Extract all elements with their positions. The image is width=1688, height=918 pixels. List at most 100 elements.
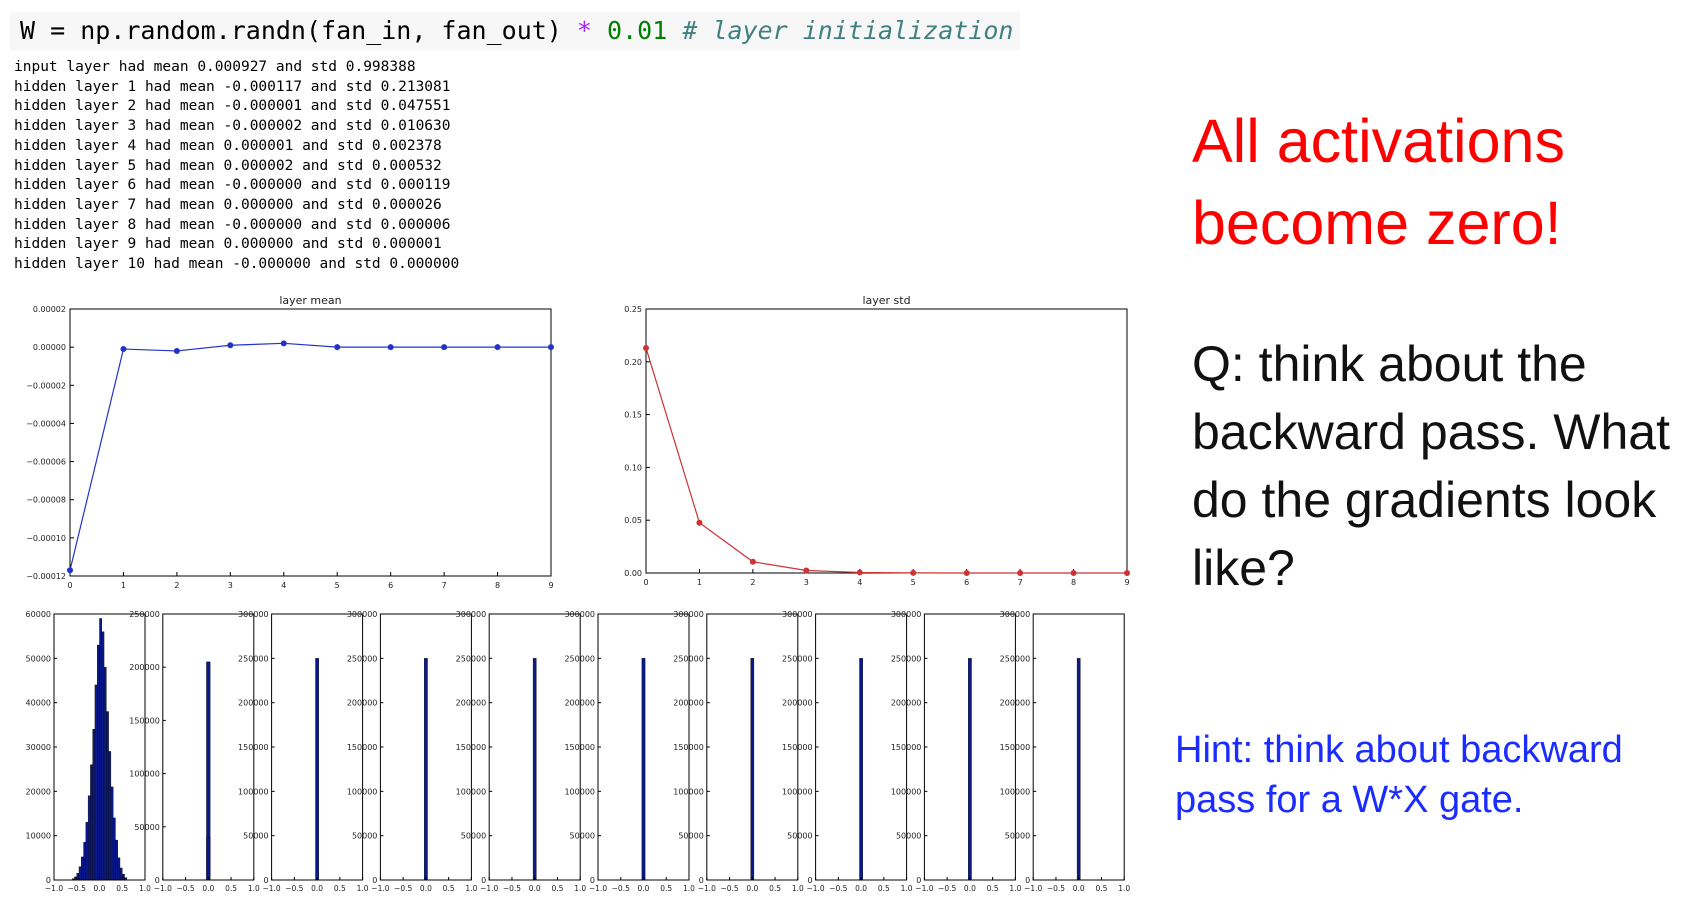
hist-1-xtick-label: −0.5 <box>68 884 86 893</box>
hist-8-ytick-label: 150000 <box>782 743 813 752</box>
hist-1-ytick-label: 50000 <box>26 654 51 663</box>
hist-6-xtick-label: 1.0 <box>683 884 695 893</box>
hist-9-ytick-label: 0 <box>916 876 921 885</box>
hist-7-ytick-label: 250000 <box>673 654 704 663</box>
hist-3-ytick-label: 200000 <box>238 699 269 708</box>
question-text: Q: think about the backward pass. What d… <box>1192 336 1670 596</box>
hist-1-ytick-label: 10000 <box>26 832 51 841</box>
hist-1-bar <box>78 866 82 881</box>
hist-3-xtick-label: 0.5 <box>334 884 346 893</box>
hist-3-xtick-label: 1.0 <box>357 884 369 893</box>
hist-1-ytick-label: 0 <box>46 876 51 885</box>
hist-2-ytick-label: 150000 <box>129 716 160 725</box>
mean-chart-point <box>494 344 501 351</box>
hist-8-xtick-label: −0.5 <box>829 884 847 893</box>
hist-7-ytick-label: 300000 <box>673 610 704 619</box>
mean-chart-ytick-label: −0.00010 <box>26 534 66 543</box>
hist-8-xtick-label: 0.0 <box>855 884 867 893</box>
hist-9-xtick-label: 0.0 <box>964 884 976 893</box>
mean-chart-ytick-label: −0.00006 <box>26 458 66 467</box>
hist-2-ytick-label: 50000 <box>134 823 159 832</box>
output-line: hidden layer 7 had mean 0.000000 and std… <box>14 196 442 213</box>
hist-1-xtick-label: 1.0 <box>139 884 151 893</box>
hist-8-ytick-label: 200000 <box>782 699 813 708</box>
hist-2-ytick-label: 100000 <box>129 770 160 779</box>
std-chart-ytick-label: 0.00 <box>624 569 642 578</box>
hist-4-ytick-label: 100000 <box>347 787 378 796</box>
output-line: hidden layer 10 had mean -0.000000 and s… <box>14 256 460 273</box>
hist-5-ytick-label: 300000 <box>456 610 487 619</box>
code-assignment: W = np.random.randn(fan_in, fan_out) <box>20 16 562 45</box>
hist-9-xtick-label: 1.0 <box>1009 884 1021 893</box>
mean-chart-frame <box>69 308 552 577</box>
mean-chart-xtick-label: 6 <box>388 581 393 590</box>
hist-3-xtick-label: −0.5 <box>285 884 303 893</box>
hint-text: Hint: think about backward pass for a W*… <box>1175 729 1623 821</box>
hist-1-bar <box>99 618 102 881</box>
hist-8-ytick-label: 50000 <box>787 832 812 841</box>
mean-chart-xtick-label: 1 <box>121 581 126 590</box>
mean-chart-ytick-label: −0.00008 <box>26 496 66 505</box>
hist-10-ytick-label: 250000 <box>1000 654 1031 663</box>
output-line: hidden layer 3 had mean -0.000002 and st… <box>14 118 451 135</box>
hist-1-bar <box>117 857 121 881</box>
hist-6-bar <box>641 658 646 881</box>
mean-chart-xtick-label: 8 <box>495 581 500 590</box>
output-line: hidden layer 2 had mean -0.000001 and st… <box>14 98 451 115</box>
std-chart-point <box>1124 570 1130 576</box>
hist-10-ytick-label: 300000 <box>1000 610 1031 619</box>
hist-1-ytick-label: 30000 <box>26 743 51 752</box>
hist-3-ytick-label: 0 <box>264 876 269 885</box>
output-line: input layer had mean 0.000927 and std 0.… <box>14 59 416 75</box>
hist-4-xtick-label: 0.0 <box>420 884 432 893</box>
hist-6-xtick-label: −0.5 <box>612 884 630 893</box>
hist-7-xtick-label: 0.5 <box>769 884 781 893</box>
hist-4-ytick-label: 150000 <box>347 743 378 752</box>
hist-3-xtick-label: −1.0 <box>262 884 280 893</box>
hist-4-ytick-label: 50000 <box>352 832 377 841</box>
mean-chart-ytick-label: −0.00012 <box>26 572 66 581</box>
hist-2-bar <box>206 837 211 881</box>
std-chart-point <box>856 569 863 576</box>
std-chart-xtick-label: 6 <box>964 578 969 587</box>
std-chart-ytick-label: 0.20 <box>624 358 642 367</box>
code-comment: # layer initialization <box>682 16 1014 45</box>
hist-8-xtick-label: −1.0 <box>806 884 824 893</box>
hist-5-xtick-label: 0.0 <box>529 884 541 893</box>
std-chart-xtick-label: 4 <box>857 578 862 587</box>
mean-chart-point <box>548 344 554 351</box>
hist-7-ytick-label: 150000 <box>673 743 704 752</box>
hist-9-ytick-label: 50000 <box>896 832 921 841</box>
hist-5-ytick-label: 150000 <box>456 743 487 752</box>
hist-10-xtick-label: 0.5 <box>1095 884 1107 893</box>
hist-5-ytick-label: 50000 <box>461 832 486 841</box>
mean-chart-point <box>120 346 127 353</box>
hist-1-xtick-label: 0.0 <box>94 884 106 893</box>
hist-7-xtick-label: −1.0 <box>698 884 716 893</box>
mean-chart-point <box>441 344 448 351</box>
hist-3-ytick-label: 300000 <box>238 610 269 619</box>
std-chart-ytick-label: 0.15 <box>624 411 642 420</box>
std-chart-point <box>749 558 756 565</box>
hist-7-xtick-label: 1.0 <box>792 884 804 893</box>
hist-1-bar <box>81 856 84 881</box>
hist-3-xtick-label: 0.0 <box>311 884 323 893</box>
hist-9-xtick-label: −1.0 <box>915 884 933 893</box>
hist-5-ytick-label: 200000 <box>456 699 487 708</box>
mean-chart-point <box>173 347 180 354</box>
hist-2-xtick-label: 1.0 <box>248 884 260 893</box>
hist-7-bar <box>750 658 755 881</box>
hist-6-ytick-label: 150000 <box>564 743 595 752</box>
code-scale-number: 0.01 <box>607 16 668 45</box>
hist-1-bar <box>110 786 114 881</box>
hist-8-ytick-label: 100000 <box>782 787 813 796</box>
hist-3-ytick-label: 150000 <box>238 743 269 752</box>
hist-6-ytick-label: 200000 <box>564 699 595 708</box>
hist-6-ytick-label: 0 <box>590 876 595 885</box>
hist-5-xtick-label: −0.5 <box>503 884 521 893</box>
hist-1-bar <box>97 644 100 881</box>
hist-2-xtick-label: 0.5 <box>225 884 237 893</box>
hist-6-xtick-label: 0.5 <box>660 884 672 893</box>
mean-chart-point <box>334 344 341 351</box>
hist-9-xtick-label: 0.5 <box>987 884 999 893</box>
